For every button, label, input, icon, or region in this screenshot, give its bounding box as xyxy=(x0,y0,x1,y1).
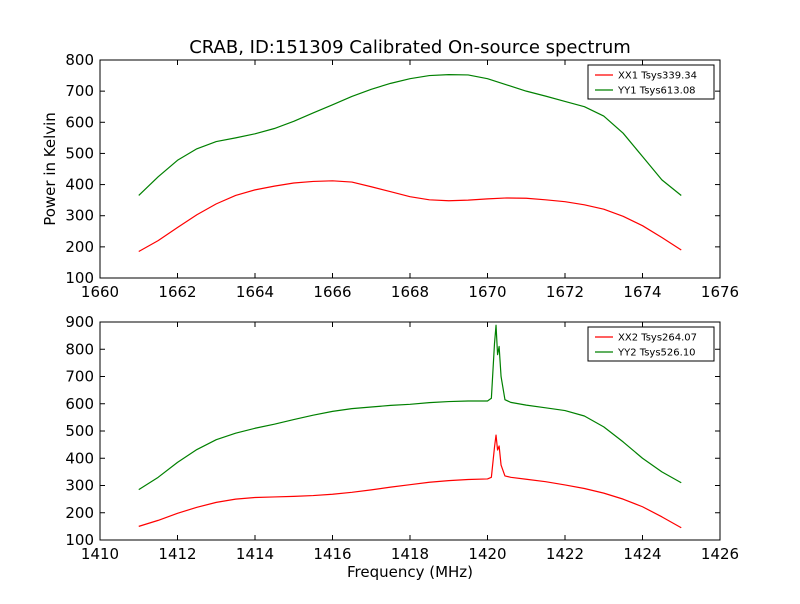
y-tick-label: 300 xyxy=(65,207,94,225)
y-tick-label: 500 xyxy=(65,422,94,440)
x-tick-label: 1664 xyxy=(236,283,274,301)
legend-box xyxy=(587,326,715,362)
x-tick-label: 1426 xyxy=(701,545,739,563)
x-axis-label: Frequency (MHz) xyxy=(347,563,473,581)
y-tick-label: 900 xyxy=(65,313,94,331)
y-axis-label: Power in Kelvin xyxy=(41,112,59,226)
y-tick-label: 700 xyxy=(65,82,94,100)
series-line-2-2 xyxy=(138,324,682,491)
y-tick-label: 700 xyxy=(65,368,94,386)
y-tick-label: 600 xyxy=(65,113,94,131)
legend-box xyxy=(587,64,715,100)
x-tick-label: 1420 xyxy=(468,545,506,563)
legend-label: XX2 Tsys264.07 xyxy=(618,333,697,344)
series-line-1-2 xyxy=(138,74,682,196)
x-tick-label: 1662 xyxy=(158,283,196,301)
x-tick-label: 1418 xyxy=(391,545,429,563)
legend: XX2 Tsys264.07 YY2 Tsys526.10 xyxy=(587,326,715,362)
x-tick-label: 1414 xyxy=(236,545,274,563)
chart-panel-2: 1410 1412 1414 1416 1418 1420 1422 1424 1426 100 2… xyxy=(65,313,739,581)
chart-panel-1: 1660 1662 1664 1666 1668 1670 1672 1674 1676 100 2… xyxy=(41,51,739,301)
legend-label: YY1 Tsys613.08 xyxy=(617,86,696,97)
y-tick-label: 100 xyxy=(65,531,94,549)
legend-label: XX1 Tsys339.34 xyxy=(618,71,697,82)
y-tick-label: 200 xyxy=(65,504,94,522)
legend-label: YY2 Tsys526.10 xyxy=(617,348,696,359)
series-line-1-1 xyxy=(138,180,682,253)
x-tick-label: 1670 xyxy=(468,283,506,301)
x-tick-label: 1416 xyxy=(313,545,351,563)
x-tick-label: 1674 xyxy=(623,283,661,301)
y-tick-label: 100 xyxy=(65,269,94,287)
x-tick-label: 1676 xyxy=(701,283,739,301)
y-tick-label: 400 xyxy=(65,176,94,194)
x-tick-label: 1672 xyxy=(546,283,584,301)
y-tick-label: 600 xyxy=(65,395,94,413)
series-line-2-1 xyxy=(138,434,682,529)
x-tick-label: 1660 xyxy=(81,283,119,301)
y-tick-label: 500 xyxy=(65,144,94,162)
x-tick-label: 1424 xyxy=(623,545,661,563)
x-tick-label: 1422 xyxy=(546,545,584,563)
x-tick-label: 1666 xyxy=(313,283,351,301)
y-tick-label: 800 xyxy=(65,51,94,69)
y-tick-label: 800 xyxy=(65,340,94,358)
y-tick-label: 300 xyxy=(65,477,94,495)
y-tick-label: 400 xyxy=(65,449,94,467)
chart-title: CRAB, ID:151309 Calibrated On-source spe… xyxy=(189,37,631,58)
y-tick-label: 200 xyxy=(65,238,94,256)
x-tick-label: 1410 xyxy=(81,545,119,563)
x-tick-label: 1412 xyxy=(158,545,196,563)
x-tick-label: 1668 xyxy=(391,283,429,301)
legend: XX1 Tsys339.34 YY1 Tsys613.08 xyxy=(587,64,715,100)
